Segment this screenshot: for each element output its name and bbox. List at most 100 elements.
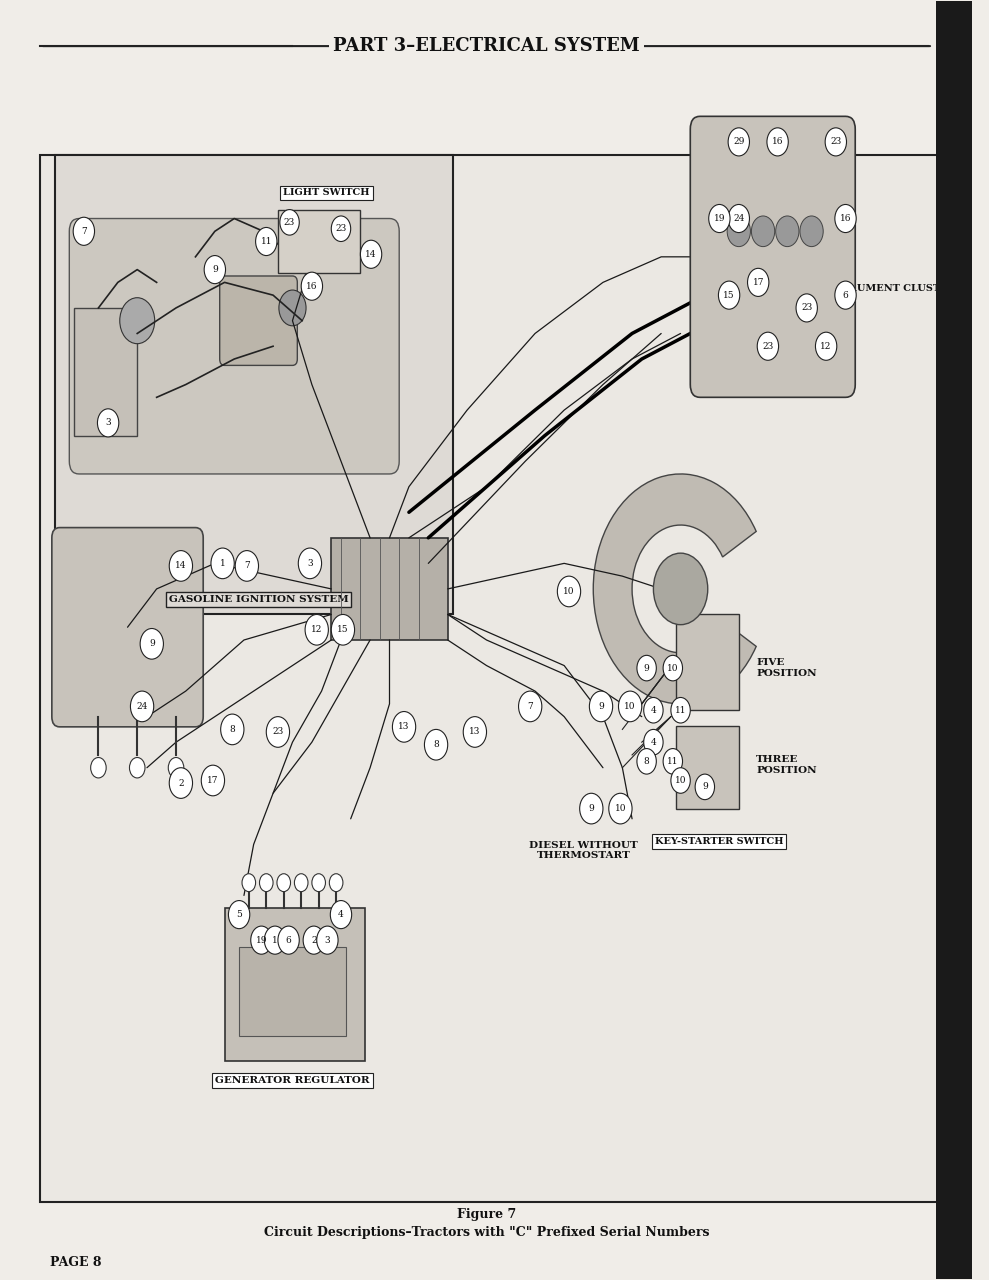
Text: 23: 23 xyxy=(801,303,812,312)
Bar xyxy=(675,726,739,809)
Circle shape xyxy=(671,698,690,723)
Text: 3: 3 xyxy=(105,419,111,428)
Circle shape xyxy=(169,768,193,799)
Text: 10: 10 xyxy=(667,663,678,672)
Circle shape xyxy=(329,874,343,892)
Circle shape xyxy=(331,216,351,242)
Text: 7: 7 xyxy=(527,701,533,710)
Circle shape xyxy=(264,927,286,954)
Text: 12: 12 xyxy=(821,342,832,351)
Circle shape xyxy=(316,927,338,954)
Circle shape xyxy=(727,216,751,247)
Circle shape xyxy=(835,205,856,233)
Text: 3: 3 xyxy=(308,559,313,568)
Circle shape xyxy=(305,614,328,645)
Text: GENERATOR REGULATOR: GENERATOR REGULATOR xyxy=(216,1076,370,1085)
Circle shape xyxy=(331,614,355,645)
Circle shape xyxy=(312,874,325,892)
Text: 8: 8 xyxy=(433,740,439,749)
Circle shape xyxy=(558,576,581,607)
Bar xyxy=(41,155,943,1202)
Bar xyxy=(74,308,137,435)
Circle shape xyxy=(718,282,740,310)
Circle shape xyxy=(463,717,487,748)
Text: 29: 29 xyxy=(733,137,745,146)
Circle shape xyxy=(609,794,632,824)
Circle shape xyxy=(695,774,714,800)
Circle shape xyxy=(120,298,154,344)
Circle shape xyxy=(796,294,817,323)
FancyBboxPatch shape xyxy=(690,116,855,397)
Text: 9: 9 xyxy=(149,639,154,649)
Text: 23: 23 xyxy=(335,224,346,233)
Text: 9: 9 xyxy=(702,782,708,791)
Circle shape xyxy=(168,758,184,778)
Circle shape xyxy=(279,291,306,326)
Text: LIGHT SWITCH: LIGHT SWITCH xyxy=(283,188,370,197)
Circle shape xyxy=(580,794,603,824)
Circle shape xyxy=(204,256,225,284)
Circle shape xyxy=(758,333,778,360)
Text: 19: 19 xyxy=(714,214,725,223)
Text: 23: 23 xyxy=(763,342,773,351)
Circle shape xyxy=(228,901,250,929)
Circle shape xyxy=(91,758,106,778)
Circle shape xyxy=(255,228,277,256)
Text: 24: 24 xyxy=(733,214,745,223)
Circle shape xyxy=(299,548,321,579)
Text: 11: 11 xyxy=(260,237,272,246)
Text: 16: 16 xyxy=(307,282,317,291)
Circle shape xyxy=(393,712,415,742)
Circle shape xyxy=(816,333,837,360)
FancyBboxPatch shape xyxy=(51,527,203,727)
Circle shape xyxy=(728,128,750,156)
Circle shape xyxy=(278,927,300,954)
Circle shape xyxy=(277,874,291,892)
Text: 13: 13 xyxy=(399,722,409,731)
Circle shape xyxy=(131,691,153,722)
Text: 23: 23 xyxy=(272,727,284,736)
Text: 7: 7 xyxy=(81,227,87,236)
Circle shape xyxy=(280,210,300,236)
Circle shape xyxy=(73,218,95,246)
Circle shape xyxy=(98,408,119,436)
Circle shape xyxy=(766,128,788,156)
Text: 6: 6 xyxy=(843,291,849,300)
Text: DIESEL WITHOUT
THERMOSTART: DIESEL WITHOUT THERMOSTART xyxy=(529,841,638,860)
Text: 16: 16 xyxy=(771,137,783,146)
Bar xyxy=(225,909,365,1061)
Text: 17: 17 xyxy=(753,278,764,287)
Circle shape xyxy=(424,730,448,760)
Text: 8: 8 xyxy=(644,756,650,765)
Circle shape xyxy=(235,550,258,581)
Text: PART 3–ELECTRICAL SYSTEM: PART 3–ELECTRICAL SYSTEM xyxy=(333,37,640,55)
Text: 14: 14 xyxy=(175,562,187,571)
Circle shape xyxy=(637,655,657,681)
Circle shape xyxy=(304,927,324,954)
Text: KEY-STARTER SWITCH: KEY-STARTER SWITCH xyxy=(655,837,783,846)
Text: 4: 4 xyxy=(651,705,657,714)
Text: Circuit Descriptions–Tractors with "C" Prefixed Serial Numbers: Circuit Descriptions–Tractors with "C" P… xyxy=(264,1226,709,1239)
Circle shape xyxy=(728,205,750,233)
Text: PAGE 8: PAGE 8 xyxy=(49,1256,102,1268)
Text: 6: 6 xyxy=(286,936,292,945)
Text: 10: 10 xyxy=(564,588,575,596)
Circle shape xyxy=(266,717,290,748)
Text: 9: 9 xyxy=(212,265,218,274)
Circle shape xyxy=(825,128,847,156)
Text: 17: 17 xyxy=(207,776,219,785)
Circle shape xyxy=(654,553,708,625)
Text: 8: 8 xyxy=(229,724,235,733)
Bar xyxy=(936,1,971,1279)
Text: 9: 9 xyxy=(644,663,650,672)
Circle shape xyxy=(202,765,225,796)
Bar xyxy=(54,155,453,614)
Text: 1: 1 xyxy=(272,936,278,945)
Circle shape xyxy=(130,758,145,778)
Text: 11: 11 xyxy=(674,705,686,714)
Circle shape xyxy=(169,550,193,581)
Text: 23: 23 xyxy=(284,218,295,227)
Circle shape xyxy=(644,698,663,723)
Text: 13: 13 xyxy=(469,727,481,736)
Text: THREE
POSITION: THREE POSITION xyxy=(757,755,817,774)
